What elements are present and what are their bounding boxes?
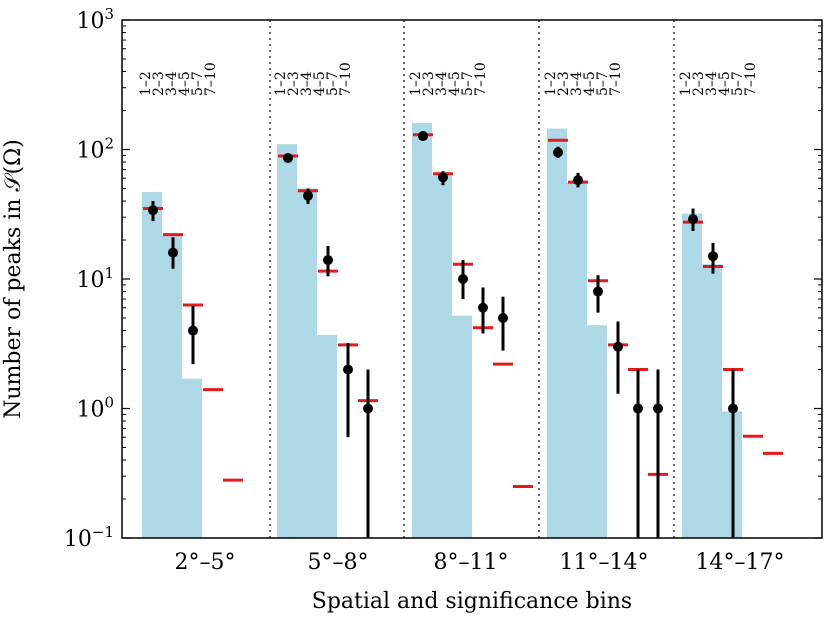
observed-points-layer xyxy=(148,131,738,538)
x-axis-group-labels: 2°–5° 5°–8° 8°–11° 11°–14° 14°–17° xyxy=(175,550,785,575)
observed-point xyxy=(633,403,643,414)
significance-bin-label: 2–3 xyxy=(556,71,572,96)
observed-point xyxy=(188,325,198,336)
significance-bin-label: 5–7 xyxy=(460,71,476,96)
significance-bin-label: 7–10 xyxy=(338,62,354,96)
observed-point xyxy=(458,274,468,284)
histogram-bar xyxy=(297,188,317,538)
significance-bin-label: 2–3 xyxy=(151,71,167,96)
x-axis-title: Spatial and significance bins xyxy=(312,589,632,614)
observed-point xyxy=(653,403,663,414)
y-tick-label: 103 xyxy=(76,5,114,34)
histogram-bar xyxy=(432,175,452,538)
y-tick-label: 10−1 xyxy=(64,523,114,552)
y-tick-label: 102 xyxy=(76,135,114,164)
x-group-label: 8°–11° xyxy=(434,550,509,575)
group-separators xyxy=(269,20,675,538)
x-group-label: 11°–14° xyxy=(560,550,649,575)
histogram-bar xyxy=(547,128,567,538)
histogram-bar xyxy=(587,325,607,538)
histogram-bar xyxy=(567,183,587,538)
significance-bin-label: 7–10 xyxy=(473,62,489,96)
observed-point xyxy=(438,172,448,183)
significance-bin-label: 1–2 xyxy=(678,71,694,96)
histogram-layer xyxy=(142,123,742,539)
significance-bin-label: 2–3 xyxy=(286,71,302,96)
significance-bin-label: 1–2 xyxy=(138,71,154,96)
significance-bin-label: 5–7 xyxy=(325,71,341,96)
observed-point xyxy=(168,247,178,258)
x-group-label: 2°–5° xyxy=(175,550,236,575)
significance-bin-label: 4–5 xyxy=(447,71,463,96)
significance-bin-label: 1–2 xyxy=(408,71,424,96)
y-axis-title: Number of peaks in 𝒮(Ω) xyxy=(1,139,26,419)
significance-bin-label: 5–7 xyxy=(730,71,746,96)
x-group-label: 5°–8° xyxy=(308,550,369,575)
observed-point xyxy=(688,214,698,225)
observed-point xyxy=(613,341,623,352)
significance-bin-label: 7–10 xyxy=(743,62,759,96)
significance-bin-label: 1–2 xyxy=(543,71,559,96)
significance-labels-layer: 1–22–33–44–55–77–10 1–22–33–44–55–77–10 1–… xyxy=(138,62,759,96)
histogram-bar xyxy=(142,191,162,539)
observed-point xyxy=(343,364,353,375)
significance-bin-label: 5–7 xyxy=(595,71,611,96)
significance-bin-label: 4–5 xyxy=(717,71,733,96)
observed-point xyxy=(148,205,158,216)
observed-point xyxy=(418,131,428,142)
significance-bin-label: 3–4 xyxy=(704,71,720,96)
significance-bin-label: 2–3 xyxy=(421,71,437,96)
significance-bin-label: 7–10 xyxy=(203,62,219,96)
histogram-bar xyxy=(162,234,182,539)
histogram-bar xyxy=(702,264,722,538)
observed-point xyxy=(708,251,718,262)
histogram-bar xyxy=(317,334,337,538)
significance-bin-label: 4–5 xyxy=(177,71,193,96)
significance-bin-label: 3–4 xyxy=(569,71,585,96)
observed-point xyxy=(728,403,738,414)
significance-bin-label: 4–5 xyxy=(312,71,328,96)
observed-point xyxy=(498,312,508,323)
observed-point xyxy=(478,302,488,313)
observed-point xyxy=(553,147,563,158)
observed-point xyxy=(593,286,603,297)
observed-point xyxy=(573,175,583,186)
significance-bin-label: 3–4 xyxy=(434,71,450,96)
histogram-bar xyxy=(412,123,432,538)
significance-bin-label: 3–4 xyxy=(299,71,315,96)
significance-bin-label: 5–7 xyxy=(190,71,206,96)
y-axis-ticks: 10−1 100 101 102 103 xyxy=(64,5,822,552)
histogram-bar xyxy=(182,378,202,538)
significance-bin-label: 7–10 xyxy=(608,62,624,96)
observed-point xyxy=(323,255,333,266)
significance-bin-label: 2–3 xyxy=(691,71,707,96)
histogram-bar xyxy=(277,144,297,538)
significance-bin-label: 4–5 xyxy=(582,71,598,96)
y-tick-label: 101 xyxy=(76,264,114,293)
observed-point xyxy=(363,403,373,414)
observed-point xyxy=(283,152,293,163)
x-group-label: 14°–17° xyxy=(696,550,785,575)
significance-bin-label: 1–2 xyxy=(273,71,289,96)
histogram-bar xyxy=(682,213,702,539)
observed-point xyxy=(303,190,313,201)
significance-bin-label: 3–4 xyxy=(164,71,180,96)
histogram-bar xyxy=(452,315,472,538)
y-tick-label: 100 xyxy=(76,394,114,423)
